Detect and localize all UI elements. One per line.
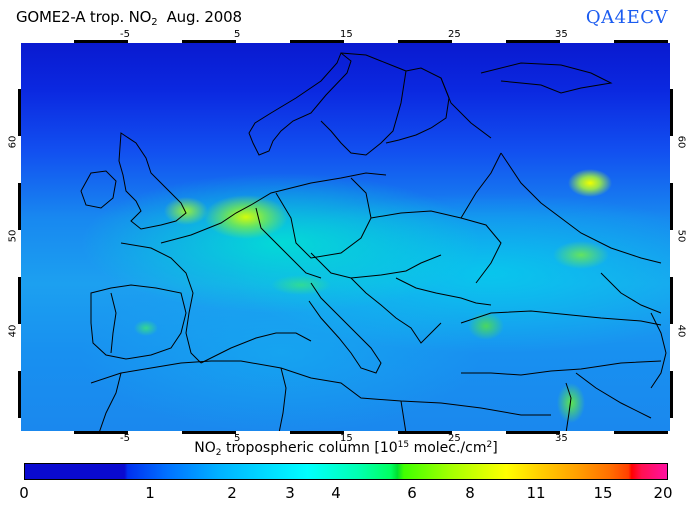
title-text: GOME2-A trop. NO [16, 8, 152, 26]
lon-tick-bottom: 35 [555, 433, 568, 444]
colorbar-tick: 4 [331, 484, 341, 502]
lon-tick-top: 25 [448, 29, 461, 40]
title-subscript: 2 [151, 17, 158, 28]
colorbar-tick: 20 [653, 484, 673, 502]
colorbar [24, 463, 668, 480]
colorbar-title-sub: 2 [215, 448, 222, 458]
colorbar-title-exp: 15 [397, 440, 410, 450]
colorbar-tick: 11 [526, 484, 546, 502]
colorbar-tick: 8 [465, 484, 475, 502]
colorbar-title-exp2: 2 [486, 440, 493, 450]
country-borders [80, 52, 667, 431]
lat-tick-left: 60 [7, 135, 19, 149]
colorbar-tick: 3 [285, 484, 295, 502]
lon-tick-top: 15 [340, 29, 353, 40]
plot-title: GOME2-A trop. NO2 Aug. 2008 [16, 8, 242, 28]
lon-tick-top: -5 [120, 29, 130, 40]
colorbar-tick: 1 [145, 484, 155, 502]
colorbar-title-no: NO [194, 440, 216, 456]
lon-tick-bottom: -5 [120, 433, 130, 444]
lat-tick-right: 60 [675, 135, 687, 149]
lat-tick-right: 50 [675, 229, 687, 243]
brand-label: QA4ECV [585, 7, 668, 28]
lon-tick-bottom: 15 [340, 433, 353, 444]
lon-tick-top: 5 [234, 29, 241, 40]
lon-tick-top: 35 [555, 29, 568, 40]
lat-tick-left: 50 [7, 229, 19, 243]
colorbar-title-mid: tropospheric column [10 [221, 440, 398, 456]
frame-tick-left [18, 42, 21, 432]
colorbar-tick: 2 [227, 484, 237, 502]
lon-tick-bottom: 5 [234, 433, 241, 444]
frame-tick-top [20, 40, 671, 43]
title-date: Aug. 2008 [157, 8, 242, 26]
colorbar-title-unit: molec./cm [409, 440, 487, 456]
frame-tick-bottom [20, 431, 671, 434]
lon-tick-bottom: 25 [448, 433, 461, 444]
lat-tick-right: 40 [675, 324, 687, 338]
colorbar-title-end: ] [492, 440, 498, 456]
colorbar-title: NO2 tropospheric column [1015 molec./cm2… [0, 440, 692, 458]
no2-map [20, 42, 671, 432]
lat-tick-left: 40 [7, 324, 19, 338]
colorbar-tick: 15 [593, 484, 613, 502]
frame-tick-right [670, 42, 673, 432]
colorbar-tick: 0 [19, 484, 29, 502]
colorbar-tick: 6 [407, 484, 417, 502]
